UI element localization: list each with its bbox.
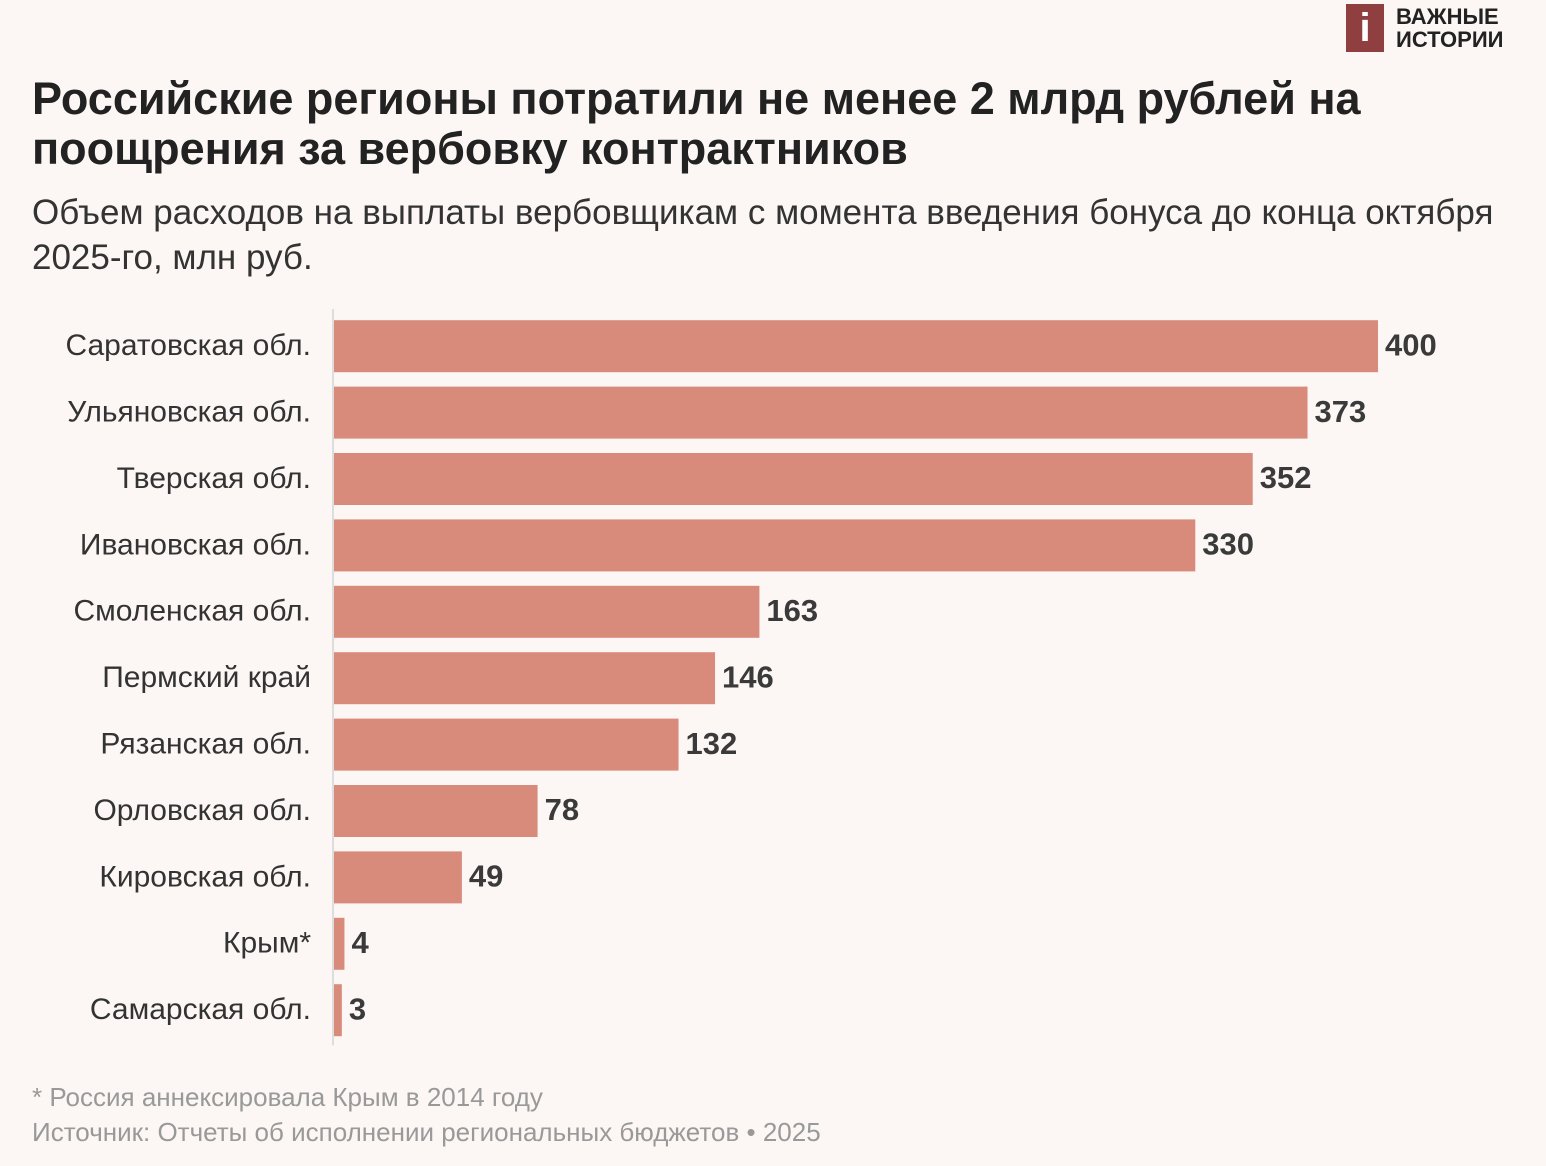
value-label: 146 bbox=[722, 659, 774, 694]
category-label: Пермский край bbox=[102, 661, 311, 694]
category-label: Самарская обл. bbox=[90, 993, 311, 1026]
value-label: 330 bbox=[1202, 527, 1254, 562]
value-label: 4 bbox=[351, 925, 369, 960]
bar bbox=[334, 718, 679, 771]
value-label: 3 bbox=[349, 991, 366, 1026]
logo: i ВАЖНЫЕ ИСТОРИИ bbox=[1346, 4, 1526, 52]
note: * Россия аннексировала Крым в 2014 году bbox=[32, 1082, 543, 1112]
notes: * Россия аннексировала Крым в 2014 году И… bbox=[32, 1080, 821, 1150]
value-label: 49 bbox=[469, 859, 503, 894]
value-label: 400 bbox=[1385, 327, 1437, 362]
category-label: Крым* bbox=[223, 927, 311, 960]
note: Источник: Отчеты об исполнении региональ… bbox=[32, 1117, 821, 1147]
bar bbox=[334, 320, 1378, 373]
chart-subtitle: Объем расходов на выплаты вербовщикам с … bbox=[32, 193, 1494, 277]
value-label: 373 bbox=[1315, 394, 1367, 429]
value-label: 163 bbox=[766, 593, 818, 628]
chart-title: Российские регионы потратили не менее 2 … bbox=[32, 73, 1361, 174]
bar bbox=[334, 652, 716, 705]
category-label: Саратовская обл. bbox=[66, 329, 312, 362]
bar bbox=[334, 585, 760, 638]
category-label: Ивановская обл. bbox=[80, 528, 311, 561]
category-label: Тверская обл. bbox=[117, 462, 311, 495]
bar bbox=[334, 386, 1308, 439]
logo-text: ВАЖНЫЕ ИСТОРИИ bbox=[1396, 4, 1504, 52]
value-label: 352 bbox=[1260, 460, 1312, 495]
bar bbox=[334, 917, 345, 970]
bar bbox=[334, 984, 342, 1037]
bar bbox=[334, 519, 1196, 572]
category-label: Кировская обл. bbox=[99, 860, 311, 893]
category-label: Смоленская обл. bbox=[74, 595, 311, 628]
category-label: Орловская обл. bbox=[93, 794, 311, 827]
category-label: Ульяновская обл. bbox=[67, 396, 311, 429]
logo-icon: i bbox=[1346, 4, 1384, 52]
bar bbox=[334, 453, 1253, 505]
value-label: 78 bbox=[545, 792, 579, 827]
category-label: Рязанская обл. bbox=[100, 728, 311, 761]
value-label: 132 bbox=[686, 726, 738, 761]
bar bbox=[334, 851, 462, 904]
bar bbox=[334, 785, 538, 837]
